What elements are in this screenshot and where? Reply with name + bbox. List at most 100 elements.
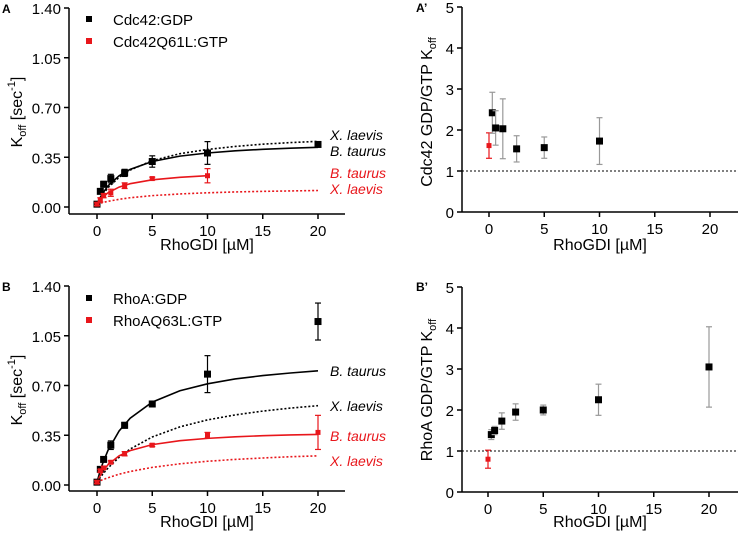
data-point xyxy=(205,432,210,438)
data-point xyxy=(492,124,500,132)
legend-label: RhoAQ63L:GTP xyxy=(113,313,222,330)
x-tick-label: 15 xyxy=(646,221,663,238)
x-tick-label: 0 xyxy=(484,501,492,518)
data-point xyxy=(204,149,211,157)
fit-curve xyxy=(96,433,319,483)
data-point xyxy=(107,175,115,183)
data-point xyxy=(595,396,602,404)
y-tick-label: 1 xyxy=(446,164,454,181)
y-tick-label: 4 xyxy=(446,41,454,58)
y-tick-label: 5 xyxy=(446,0,454,17)
y-tick-label: 1.40 xyxy=(32,279,61,296)
data-point xyxy=(596,137,603,145)
x-tick-label: 15 xyxy=(254,223,271,240)
legend-label: Cdc42:GDP xyxy=(113,12,193,29)
y-tick-label: 1.40 xyxy=(32,1,61,18)
x-axis-label: RhoGDI [µM] xyxy=(160,237,254,254)
data-point xyxy=(101,465,107,471)
x-tick-label: 10 xyxy=(591,221,608,238)
fit-label: X. laevis xyxy=(329,398,383,414)
y-label-sub: off xyxy=(17,402,29,415)
y-label-sup: -1 xyxy=(6,359,18,369)
x-tick-label: 20 xyxy=(701,501,718,518)
x-axis-label: RhoGDI [µM] xyxy=(553,514,647,531)
legend-marker xyxy=(86,38,92,44)
y-tick-label: 0.35 xyxy=(32,428,61,445)
data-point xyxy=(122,451,128,457)
panel-A-prime: A’ 0 5 10 15 20 0 1 2 3 4 5 RhoGDI [µM] Cdc42 GDP/GTP… xyxy=(416,0,738,254)
y-tick-label: 0.35 xyxy=(32,150,61,167)
y-label-main: RhoA GDP/GTP K xyxy=(419,330,436,461)
data-point xyxy=(97,468,103,474)
x-axis-label: RhoGDI [µM] xyxy=(553,237,647,254)
panel-A: A 0 5 10 15 20 0.00 0.35 0.70 1.05 1.40 RhoGDI [µM]… xyxy=(2,1,386,254)
fit-label: B. taurus xyxy=(330,428,386,444)
x-tick-label: 5 xyxy=(148,500,156,517)
data-point xyxy=(96,187,104,195)
x-tick-label: 10 xyxy=(199,223,216,240)
data-point xyxy=(540,144,548,152)
y-label-unit: [sec xyxy=(9,369,26,403)
y-tick-label: 2 xyxy=(446,123,454,140)
data-point xyxy=(498,417,506,425)
y-tick-label: 3 xyxy=(446,82,454,99)
x-tick-label: 5 xyxy=(148,223,156,240)
y-tick-label: 1.05 xyxy=(32,51,61,68)
fit-curve xyxy=(96,455,319,483)
data-point xyxy=(148,400,156,408)
y-label-main: Cdc42 GDP/GTP K xyxy=(419,49,436,187)
y-axis-label: RhoA GDP/GTP Koff xyxy=(419,318,439,461)
data-point xyxy=(107,441,115,449)
data-point xyxy=(486,143,492,149)
y-axis-label: Cdc42 GDP/GTP Koff xyxy=(419,36,439,187)
y-tick-label: 0.70 xyxy=(32,379,61,396)
y-tick-label: 0.00 xyxy=(32,200,61,217)
y-label-close: ] xyxy=(9,77,26,81)
data-point xyxy=(100,455,108,463)
fit-label: B. taurus xyxy=(330,165,386,181)
y-label-unit: [sec xyxy=(9,91,26,125)
y-tick-label: 1 xyxy=(446,444,454,461)
x-axis-label: RhoGDI [µM] xyxy=(160,514,254,531)
panel-B: B 0 5 10 15 20 0.00 0.35 0.70 1.05 1.40 RhoGDI [µM]… xyxy=(2,279,386,531)
x-tick-label: 0 xyxy=(93,223,101,240)
panel-letter: A xyxy=(2,2,11,16)
data-point xyxy=(108,459,114,465)
data-point xyxy=(108,190,114,196)
legend-label: RhoA:GDP xyxy=(113,291,187,308)
y-label-main: K xyxy=(9,414,26,425)
panel-B-prime: B’ 0 5 10 15 20 0 1 2 3 4 5 RhoGDI [µM] RhoA GDP/GTP … xyxy=(416,280,738,531)
x-tick-label: 15 xyxy=(254,500,271,517)
panel-letter: B xyxy=(2,280,11,294)
y-tick-label: 2 xyxy=(446,403,454,420)
x-tick-label: 20 xyxy=(702,221,719,238)
y-tick-label: 1.05 xyxy=(32,329,61,346)
y-tick-label: 3 xyxy=(446,362,454,379)
data-point xyxy=(315,429,321,435)
y-tick-label: 0 xyxy=(446,205,454,222)
data-point xyxy=(149,176,155,182)
y-label-close: ] xyxy=(9,355,26,359)
data-point xyxy=(149,442,155,448)
data-point xyxy=(121,169,129,177)
x-tick-label: 5 xyxy=(539,501,547,518)
y-tick-label: 0 xyxy=(446,485,454,502)
data-point xyxy=(539,406,547,414)
panel-letter: B’ xyxy=(416,280,428,294)
legend-marker xyxy=(86,317,92,323)
panel-letter: A’ xyxy=(416,1,427,15)
data-point xyxy=(488,109,496,117)
y-tick-label: 4 xyxy=(446,321,454,338)
data-point xyxy=(122,183,128,189)
y-tick-label: 0.70 xyxy=(32,101,61,118)
x-tick-label: 20 xyxy=(310,500,327,517)
data-point xyxy=(101,193,107,199)
data-point xyxy=(487,431,495,439)
data-point xyxy=(512,408,520,416)
data-point xyxy=(705,363,713,371)
x-tick-label: 10 xyxy=(590,501,607,518)
fit-curve xyxy=(96,189,319,205)
y-label-sub: off xyxy=(427,36,439,49)
data-point xyxy=(314,140,322,148)
data-point xyxy=(148,158,156,166)
